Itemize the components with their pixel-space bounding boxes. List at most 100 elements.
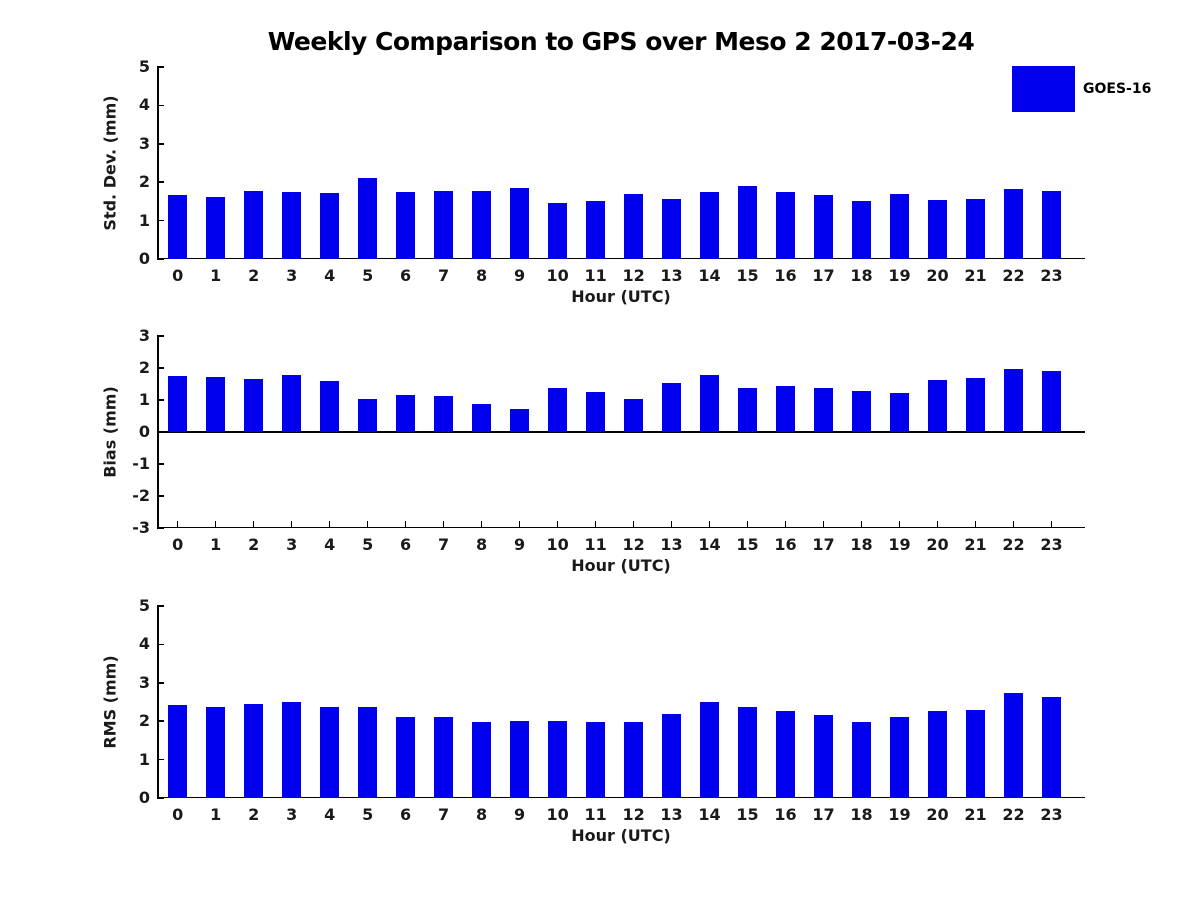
x-tick-label: 9 xyxy=(514,266,526,285)
x-tick-label: 15 xyxy=(736,266,759,285)
x-tick xyxy=(632,252,635,259)
x-tick xyxy=(1012,521,1015,528)
x-tick xyxy=(822,791,825,798)
x-tick xyxy=(936,252,939,259)
x-tick xyxy=(594,791,597,798)
x-tick xyxy=(176,252,179,259)
y-tick-label: 2 xyxy=(138,172,150,192)
bar-hour-3 xyxy=(282,375,302,432)
y-tick xyxy=(157,399,164,401)
x-tick xyxy=(290,521,293,528)
x-tick xyxy=(404,521,407,528)
y-tick-label: 0 xyxy=(138,422,150,441)
x-tick xyxy=(936,521,939,528)
x-tick-label: 10 xyxy=(546,266,569,285)
x-tick xyxy=(746,791,749,798)
bar-hour-18 xyxy=(852,201,872,259)
bar-hour-3 xyxy=(282,702,302,798)
x-tick xyxy=(252,521,255,528)
x-tick-label: 7 xyxy=(438,535,450,554)
x-tick xyxy=(214,521,217,528)
x-tick xyxy=(442,791,445,798)
x-tick-label: 13 xyxy=(660,805,683,824)
x-tick xyxy=(176,791,179,798)
bar-hour-8 xyxy=(472,191,492,259)
bar-hour-5 xyxy=(358,706,378,798)
bar-hour-8 xyxy=(472,404,492,432)
x-tick-label: 3 xyxy=(286,805,298,824)
legend-label: GOES-16 xyxy=(1083,81,1152,97)
bar-hour-11 xyxy=(586,200,606,259)
bar-hour-9 xyxy=(510,187,530,259)
y-tick xyxy=(157,720,164,722)
x-axis-label-bias: Hour (UTC) xyxy=(571,556,671,575)
y-tick xyxy=(157,431,164,433)
bar-hour-10 xyxy=(548,202,568,259)
x-tick-label: 4 xyxy=(324,805,336,824)
x-tick xyxy=(784,791,787,798)
x-axis-label-rms: Hour (UTC) xyxy=(571,826,671,845)
bar-hour-19 xyxy=(890,716,909,798)
bar-hour-19 xyxy=(890,194,909,259)
x-tick-label: 7 xyxy=(438,805,450,824)
bar-hour-13 xyxy=(662,713,682,798)
bar-hour-22 xyxy=(1003,368,1023,432)
bar-hour-15 xyxy=(738,706,758,798)
bar-hour-2 xyxy=(244,703,264,798)
x-tick xyxy=(556,521,559,528)
x-tick-label: 15 xyxy=(736,805,759,824)
bar-hour-14 xyxy=(700,375,720,432)
x-tick-label: 20 xyxy=(926,535,949,554)
x-tick-label: 10 xyxy=(546,535,569,554)
bar-hour-4 xyxy=(320,380,340,432)
x-tick xyxy=(708,252,711,259)
y-tick-label: 1 xyxy=(138,210,150,230)
bar-hour-14 xyxy=(700,192,720,259)
x-tick-label: 11 xyxy=(584,266,607,285)
x-tick-label: 9 xyxy=(514,805,526,824)
x-tick-label: 3 xyxy=(286,535,298,554)
x-tick xyxy=(860,521,863,528)
bar-hour-9 xyxy=(510,720,530,798)
bar-hour-13 xyxy=(662,383,682,432)
x-tick xyxy=(442,252,445,259)
y-tick xyxy=(157,258,164,260)
bar-hour-1 xyxy=(206,377,226,432)
x-tick-label: 8 xyxy=(476,266,488,285)
y-tick-label: 1 xyxy=(138,390,150,409)
bar-hour-7 xyxy=(434,396,454,432)
x-tick xyxy=(1050,521,1053,528)
y-tick xyxy=(157,758,164,761)
x-tick-label: 10 xyxy=(546,805,569,824)
x-tick xyxy=(670,791,673,798)
x-tick-label: 1 xyxy=(210,805,222,824)
y-tick xyxy=(157,527,164,529)
y-tick-label: 4 xyxy=(138,634,150,654)
x-tick xyxy=(860,252,863,259)
y-tick-label: -2 xyxy=(132,486,150,505)
bar-hour-21 xyxy=(965,199,985,259)
x-tick xyxy=(594,252,597,259)
x-tick xyxy=(214,252,217,259)
x-tick-label: 6 xyxy=(400,266,412,285)
zero-line xyxy=(157,431,1085,433)
x-tick xyxy=(404,252,407,259)
x-tick xyxy=(290,252,293,259)
bar-hour-0 xyxy=(168,194,188,259)
y-tick-label: 3 xyxy=(138,672,150,692)
y-tick-label: 2 xyxy=(138,358,150,377)
x-tick-label: 1 xyxy=(210,266,222,285)
x-tick-label: 2 xyxy=(248,535,260,554)
x-tick-label: 21 xyxy=(964,535,987,554)
x-axis-line xyxy=(157,526,1085,528)
x-tick xyxy=(974,252,977,259)
bar-hour-13 xyxy=(662,199,682,259)
y-tick xyxy=(157,335,164,337)
bar-hour-4 xyxy=(320,192,340,259)
bar-hour-15 xyxy=(738,388,758,432)
x-tick-label: 0 xyxy=(172,805,184,824)
x-tick-label: 15 xyxy=(736,535,759,554)
